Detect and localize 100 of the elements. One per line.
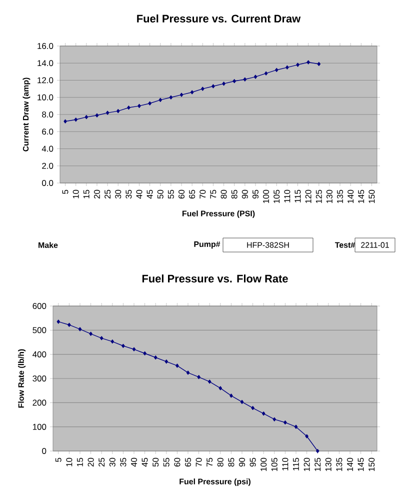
point	[201, 86, 204, 91]
point	[316, 448, 320, 454]
point	[306, 60, 310, 64]
point	[122, 344, 125, 348]
point	[100, 336, 104, 340]
point	[230, 394, 233, 398]
point	[243, 77, 247, 82]
point	[262, 412, 266, 416]
point	[272, 417, 276, 422]
x-tick-label: 50	[152, 458, 159, 467]
chart-title: Fuel Pressure vs. Flow Rate	[142, 274, 288, 283]
point	[222, 82, 226, 86]
point	[158, 98, 162, 102]
point	[232, 79, 236, 84]
x-tick-label: 145	[358, 458, 364, 472]
x-tick-label: 40	[131, 458, 137, 467]
x-tick-label: 60	[178, 190, 185, 199]
x-tick-label: 100	[263, 190, 270, 204]
x-tick-label: 15	[83, 190, 90, 198]
point	[116, 109, 120, 114]
point	[208, 380, 212, 384]
point	[294, 424, 298, 429]
point	[176, 364, 179, 368]
x-tick-label: 130	[326, 190, 332, 204]
x-tick-label: 45	[142, 458, 148, 467]
x-tick-label: 30	[109, 458, 116, 467]
point	[127, 106, 130, 110]
point	[240, 400, 244, 404]
x-tick-label: 30	[115, 190, 122, 199]
point	[275, 68, 278, 72]
point	[317, 62, 321, 66]
x-tick-label: 145	[358, 190, 364, 204]
point	[212, 84, 215, 88]
point	[154, 355, 158, 360]
x-tick-label: 135	[336, 458, 342, 472]
y-tick-label: 200	[32, 400, 46, 406]
x-tick-label: 85	[228, 458, 234, 467]
x-tick-label: 110	[282, 458, 288, 470]
point	[138, 104, 141, 108]
point	[254, 74, 258, 79]
x-tick-label: 85	[231, 190, 238, 199]
x-tick-label: 55	[168, 190, 174, 199]
y-tick-label: 600	[32, 303, 46, 309]
point	[169, 95, 173, 100]
x-tick-label: 150	[368, 190, 375, 204]
x-tick-label: 120	[305, 190, 312, 204]
y-tick-label: 6.0	[42, 128, 54, 135]
x-tick-label: 90	[239, 458, 245, 467]
point	[132, 347, 136, 352]
y-tick-label: 2.0	[42, 162, 54, 169]
point	[64, 119, 67, 124]
y-tick-label: 300	[32, 376, 46, 382]
point	[264, 71, 268, 76]
x-tick-label: 70	[200, 190, 206, 199]
point	[89, 332, 92, 336]
x-tick-label: 135	[337, 190, 344, 204]
x-tick-label: 25	[98, 458, 105, 467]
chart-title: Fuel Pressure vs. Current Draw	[137, 14, 301, 23]
y-tick-label: 14.0	[38, 60, 54, 66]
point	[251, 406, 254, 410]
x-tick-label: 20	[94, 190, 100, 199]
x-tick-label: 55	[163, 458, 170, 467]
point	[95, 113, 99, 118]
x-tick-label: 130	[325, 458, 332, 472]
x-tick-label: 50	[157, 190, 164, 199]
x-tick-label: 70	[196, 458, 202, 467]
x-tick-label: 95	[250, 458, 256, 467]
x-tick-label: 15	[77, 458, 83, 466]
x-tick-label: 115	[293, 458, 299, 470]
y-tick-label: 0.0	[42, 180, 54, 186]
x-tick-label: 105	[271, 458, 278, 472]
x-tick-label: 125	[316, 190, 322, 204]
y-tick-label: 16.0	[38, 43, 54, 49]
x-tick-label: 35	[126, 190, 132, 199]
x-tick-label: 10	[72, 190, 79, 198]
x-tick-label: 150	[368, 458, 375, 472]
point	[143, 351, 146, 356]
x-tick-label: 40	[136, 190, 142, 199]
x-tick-label: 90	[242, 190, 248, 199]
point	[305, 434, 308, 438]
point	[180, 92, 184, 97]
y-tick-label: 500	[32, 327, 46, 334]
x-tick-label: 5	[55, 458, 62, 462]
y-tick-label: 4.0	[42, 146, 54, 152]
x-tick-label: 25	[104, 190, 111, 199]
point	[190, 90, 194, 94]
point	[197, 375, 200, 380]
point	[56, 320, 60, 324]
x-tick-label: 35	[120, 458, 126, 467]
x-tick-label: 80	[217, 458, 224, 467]
y-tick-label: 400	[32, 351, 46, 358]
point	[84, 115, 88, 120]
point	[164, 360, 168, 364]
x-tick-label: 140	[347, 458, 353, 472]
x-tick-label: 10	[66, 458, 72, 466]
x-tick-label: 60	[174, 458, 180, 467]
x-tick-label: 140	[348, 190, 354, 204]
y-tick-label: 100	[32, 424, 46, 430]
point	[78, 327, 82, 332]
x-tick-label: 65	[189, 190, 196, 199]
